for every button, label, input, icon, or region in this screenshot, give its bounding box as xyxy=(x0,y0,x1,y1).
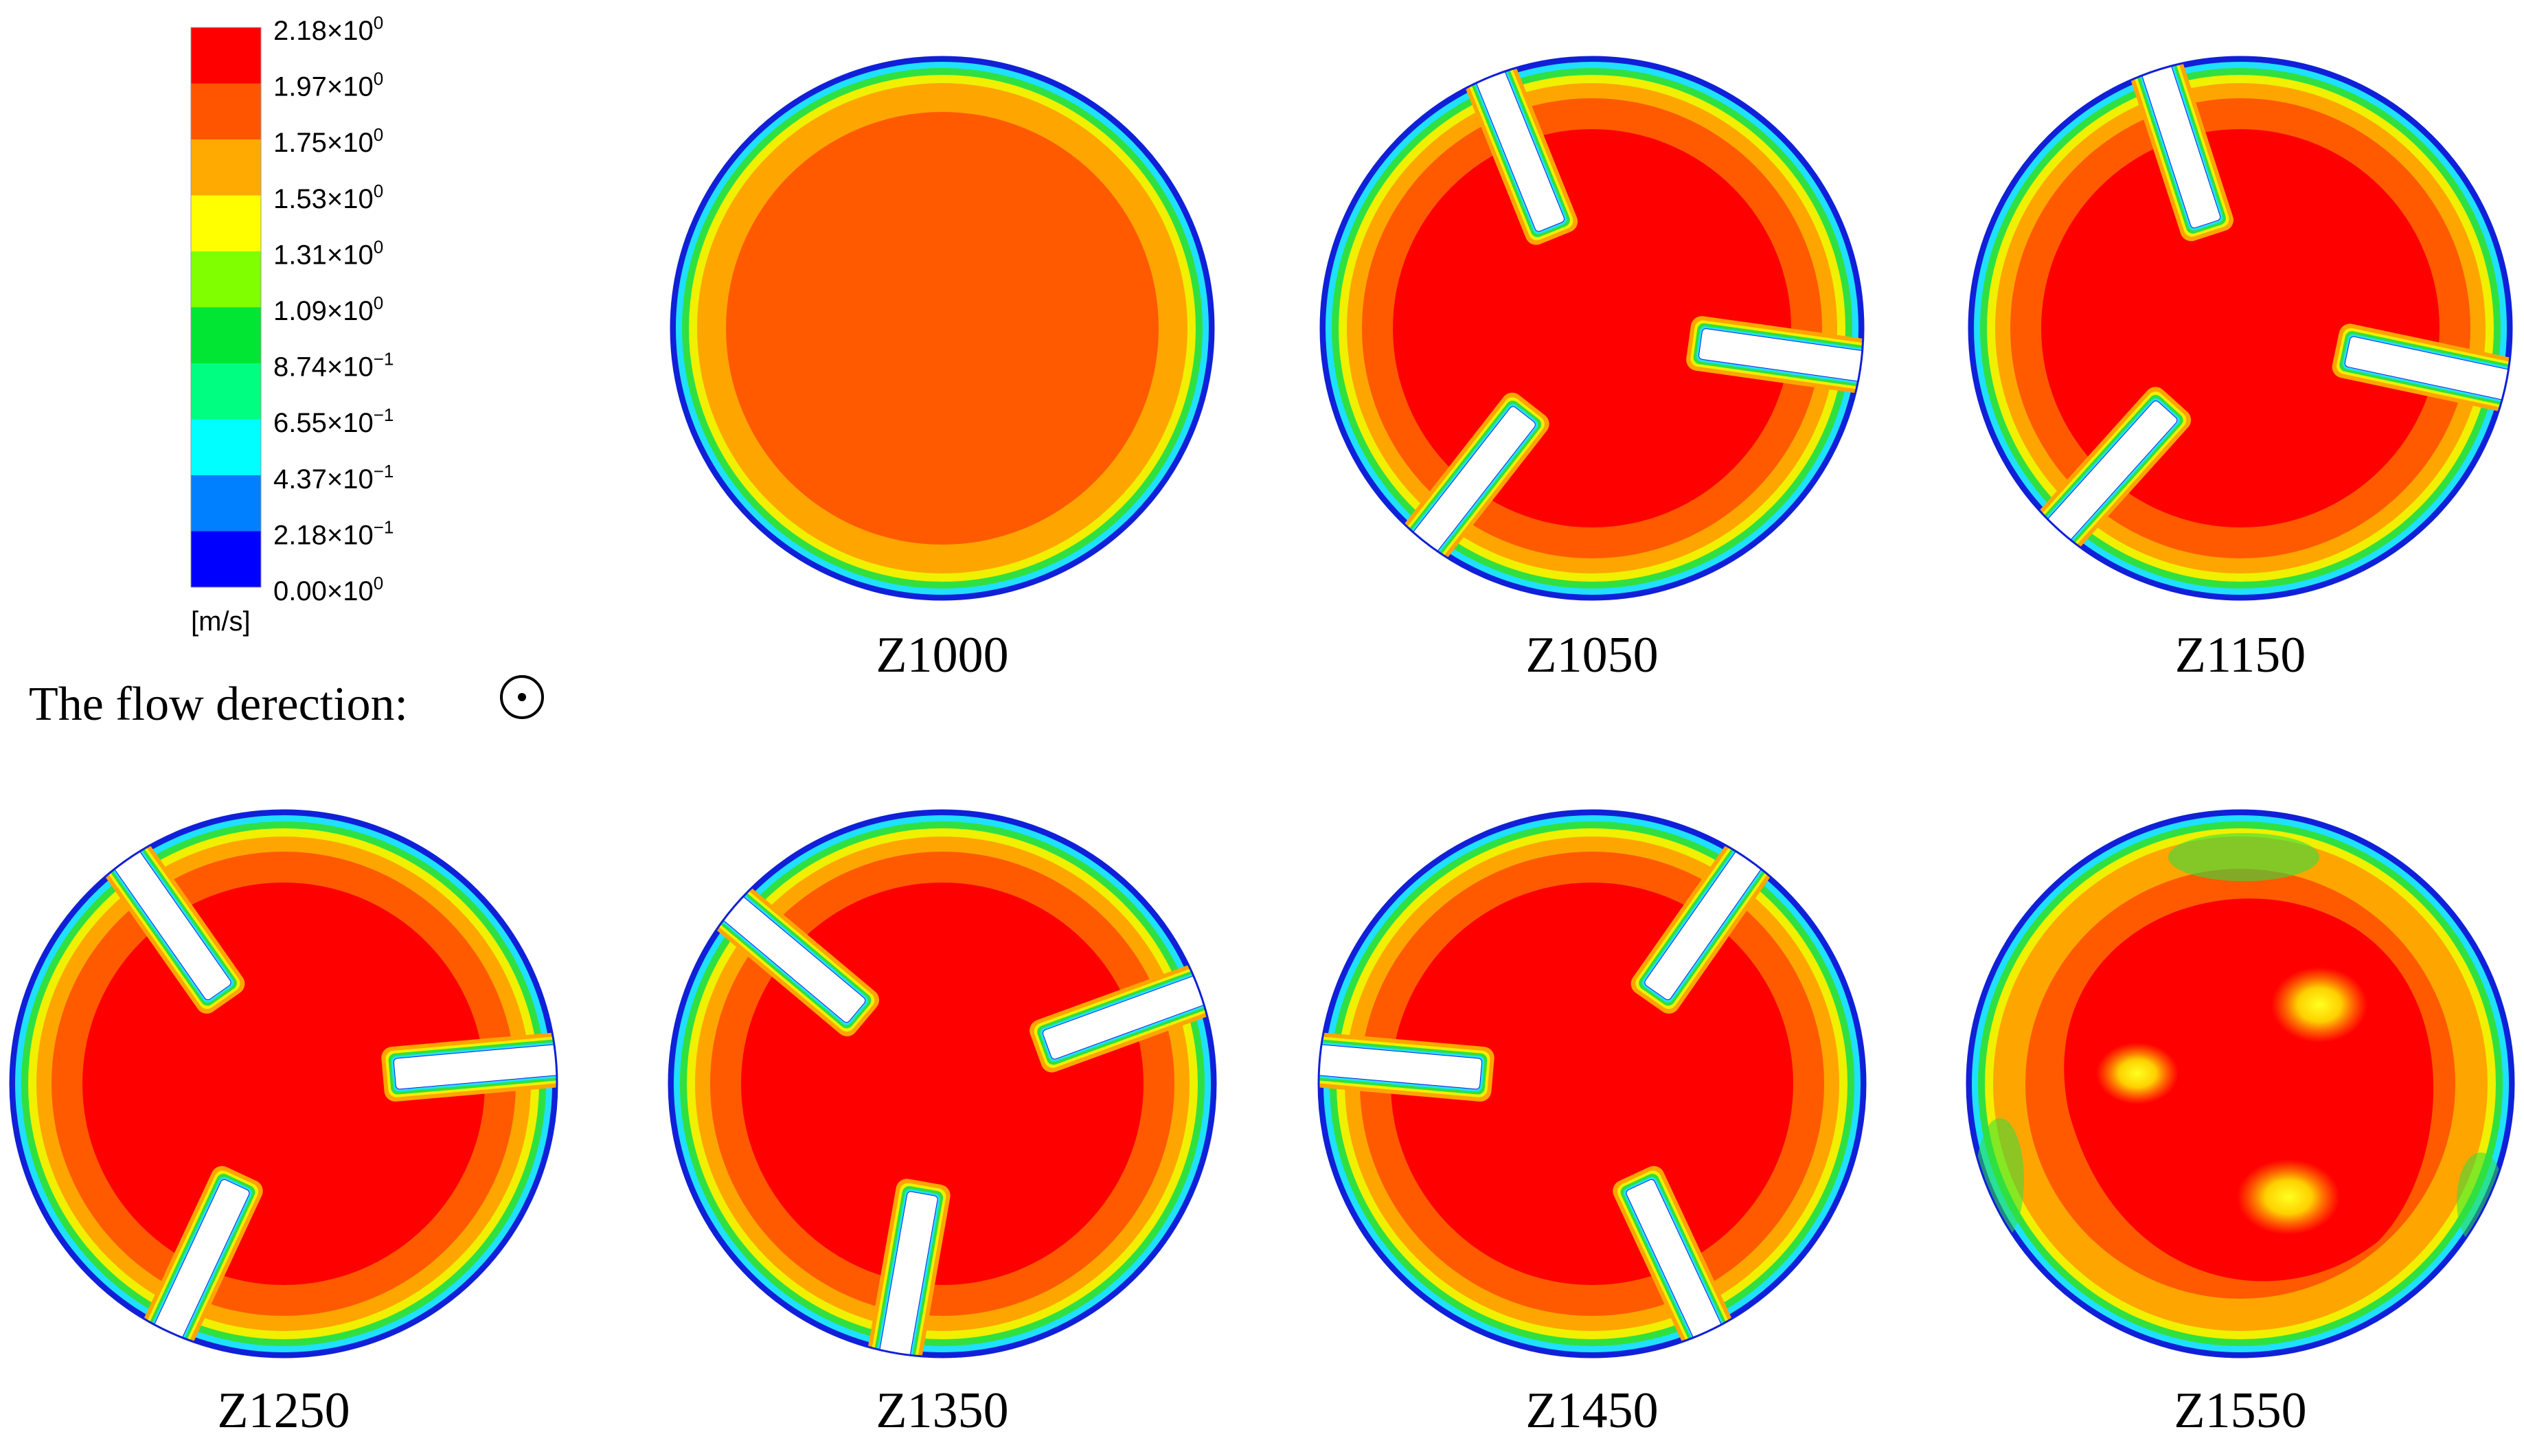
baffle-slot xyxy=(1626,1180,1738,1357)
cross-section-z1450: Z1450 xyxy=(1317,809,1867,1439)
cross-section-z1250: Z1250 xyxy=(9,809,558,1439)
legend-tick-label: 1.75×100 xyxy=(273,124,383,158)
cross-section-z1000: Z1000 xyxy=(670,56,1215,683)
cross-section-z1550: Z1550 xyxy=(1966,809,2515,1439)
vortex-spot xyxy=(2237,1159,2340,1235)
out-of-plane-arrow-icon xyxy=(500,675,544,719)
cross-sections: Z1000 Z1050 Z1150 Z1250 Z1350 Z1450 Z1550 xyxy=(9,56,2515,1439)
legend-swatch xyxy=(191,363,261,420)
baffle-slot xyxy=(92,819,231,1000)
core-flow-region xyxy=(726,112,1159,545)
legend-swatch xyxy=(191,251,261,308)
legend-unit: [m/s] xyxy=(191,606,251,637)
legend-labels: 2.18×100 1.97×100 1.75×100 1.53×100 1.31×100… xyxy=(273,12,394,606)
baffle-slot xyxy=(394,1041,557,1089)
legend-tick-label: 1.53×100 xyxy=(273,181,383,214)
legend-swatch xyxy=(191,27,261,84)
baffle-slot xyxy=(873,1192,937,1357)
baffle-slot xyxy=(1462,57,1564,231)
baffle-slot xyxy=(138,1180,249,1357)
legend-tick-label: 2.18×10−1 xyxy=(273,516,394,550)
section-label: Z1450 xyxy=(1525,1383,1658,1439)
baffle-slot xyxy=(1699,329,1863,387)
legend-swatch xyxy=(191,475,261,532)
cross-section-z1350: Z1350 xyxy=(668,809,1217,1439)
legend-swatch xyxy=(191,195,261,252)
flow-direction-note: The flow derection: xyxy=(29,675,544,731)
baffle-slot xyxy=(2345,337,2512,408)
cross-section-z1050: Z1050 xyxy=(1319,56,1865,683)
legend-tick-label: 0.00×100 xyxy=(273,573,383,606)
velocity-legend: 2.18×100 1.97×100 1.75×100 1.53×100 1.31×100… xyxy=(190,12,394,637)
flow-direction-label: The flow derection: xyxy=(29,678,408,731)
baffle-slot xyxy=(2021,401,2177,569)
section-label: Z1550 xyxy=(2174,1383,2306,1439)
baffle-slot xyxy=(1645,819,1784,1000)
section-label: Z1000 xyxy=(876,627,1008,683)
legend-swatch xyxy=(191,531,261,588)
baffle-slot xyxy=(1043,963,1216,1059)
baffle-slot xyxy=(1319,1041,1482,1089)
legend-swatch xyxy=(191,139,261,196)
legend-swatch xyxy=(191,83,261,140)
section-label: Z1250 xyxy=(217,1383,350,1439)
section-label: Z1050 xyxy=(1525,627,1658,683)
baffle-slot xyxy=(2130,57,2220,228)
legend-tick-label: 2.18×100 xyxy=(273,12,383,46)
section-label: Z1150 xyxy=(2175,627,2306,683)
legend-tick-label: 6.55×10−1 xyxy=(273,405,394,438)
baffle-slot xyxy=(1389,407,1535,583)
vortex-spot xyxy=(2096,1043,2179,1104)
legend-tick-label: 8.74×10−1 xyxy=(273,349,394,383)
legend-tick-label: 1.97×100 xyxy=(273,69,383,102)
legend-swatch xyxy=(191,307,261,364)
legend-swatch xyxy=(191,419,261,476)
baffle-slot xyxy=(693,871,865,1023)
legend-color-bar xyxy=(190,27,262,588)
cross-section-z1150: Z1150 xyxy=(1968,56,2513,683)
legend-tick-label: 4.37×10−1 xyxy=(273,461,394,494)
vortex-spot xyxy=(2271,967,2367,1043)
legend-tick-label: 1.09×100 xyxy=(273,293,383,326)
legend-tick-label: 1.31×100 xyxy=(273,236,383,270)
section-label: Z1350 xyxy=(876,1383,1008,1439)
